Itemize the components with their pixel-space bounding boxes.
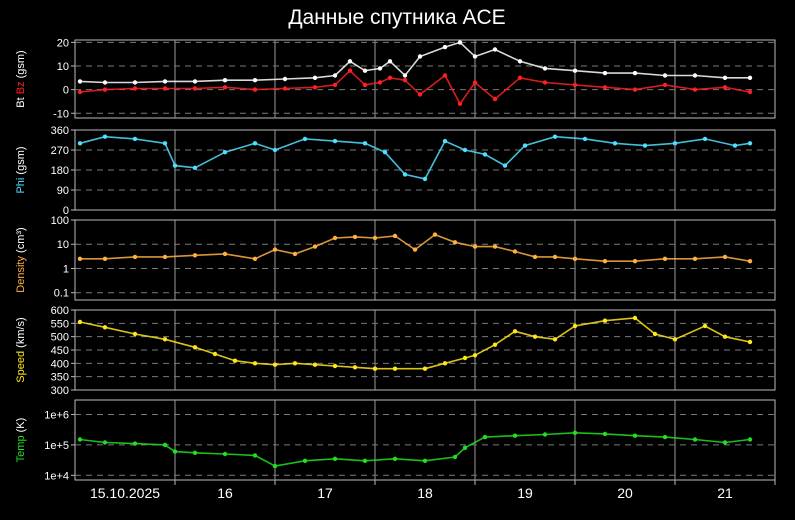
y-tick-label: 300 (51, 385, 69, 397)
panel-0: -10 0 10 20 Bt Bz (gsm) (15, 37, 776, 120)
series-1 (77, 68, 753, 107)
y-tick-label: 1e+6 (44, 410, 69, 422)
y-tick-label: 450 (51, 345, 69, 357)
series-line (79, 317, 751, 370)
series-line (80, 233, 751, 262)
y-tick-label: 1 (63, 263, 69, 275)
y-tick-label: 0.1 (54, 288, 69, 300)
series-0 (77, 40, 753, 85)
y-tick-label: 550 (51, 318, 69, 330)
series-line (79, 69, 751, 106)
series-0 (77, 430, 753, 469)
series-0 (77, 134, 753, 182)
x-tick-label: 19 (517, 485, 533, 501)
x-tick-label: 18 (417, 485, 433, 501)
y-tick-label: 100 (51, 215, 69, 227)
y-axis-label-part: Bz (15, 81, 27, 94)
y-axis-label-part: (K) (15, 418, 27, 436)
x-tick-label: 20 (617, 485, 633, 501)
y-axis-label-part: Speed (15, 351, 27, 383)
y-axis-label: Density (cm³) (15, 227, 27, 292)
y-tick-label: 0 (63, 205, 69, 217)
y-tick-label: 10 (57, 239, 69, 251)
y-tick-label: 10 (57, 61, 69, 73)
y-axis-label: Speed (km/s) (15, 317, 27, 382)
y-tick-label: 0 (63, 85, 69, 97)
y-tick-label: 90 (57, 185, 69, 197)
series-line (79, 41, 750, 84)
y-tick-label: 1e+4 (44, 470, 69, 482)
x-tick-label: 16 (217, 485, 233, 501)
series-0 (77, 315, 753, 371)
panel-frame (74, 39, 776, 119)
y-axis-label-part: Bt (15, 94, 27, 107)
panel-2: 0.1 1 10 100 Density (cm³) (15, 215, 776, 301)
y-axis-label-part: Density (15, 256, 27, 293)
x-tick-label: 15.10.2025 (90, 485, 160, 501)
y-axis-label: Phi (gsm) (15, 146, 27, 193)
y-tick-label: 360 (51, 125, 69, 137)
panel-frame (74, 219, 776, 301)
series-line (79, 135, 751, 180)
series-line (79, 431, 751, 467)
y-tick-label: 500 (51, 332, 69, 344)
panel-4: 1e+4 1e+5 1e+6 Temp (K) (15, 399, 776, 482)
x-tick-label: 21 (717, 485, 733, 501)
y-axis-label-part: (km/s) (15, 317, 27, 351)
y-tick-label: 270 (51, 145, 69, 157)
y-axis-label-part: Temp (15, 435, 27, 462)
y-axis-label-part: (gsm) (15, 50, 27, 81)
panels: -10 0 10 20 Bt Bz (gsm) 0 90 180 270 360 Phi (gsm)… (15, 37, 776, 482)
y-tick-label: 350 (51, 372, 69, 384)
y-axis-label-part: (cm³) (15, 227, 27, 256)
panel-frame (74, 399, 776, 481)
y-axis-label: Temp (K) (15, 418, 27, 463)
y-axis-label: Bt Bz (gsm) (15, 50, 27, 107)
y-tick-label: 1e+5 (44, 440, 69, 452)
y-tick-label: 180 (51, 165, 69, 177)
y-axis-label-part: (gsm) (15, 146, 27, 177)
y-tick-label: 600 (51, 305, 69, 317)
x-axis: 15.10.2025 16 17 18 19 20 21 (90, 480, 776, 501)
y-tick-label: -10 (53, 108, 69, 120)
panel-1: 0 90 180 270 360 Phi (gsm) (15, 125, 776, 217)
chart-title: Данные спутника ACE (288, 6, 505, 29)
y-tick-label: 400 (51, 358, 69, 370)
x-tick-label: 17 (317, 485, 333, 501)
y-axis-label-part: Phi (15, 178, 27, 194)
series-0 (77, 232, 753, 264)
y-tick-label: 20 (57, 37, 69, 49)
